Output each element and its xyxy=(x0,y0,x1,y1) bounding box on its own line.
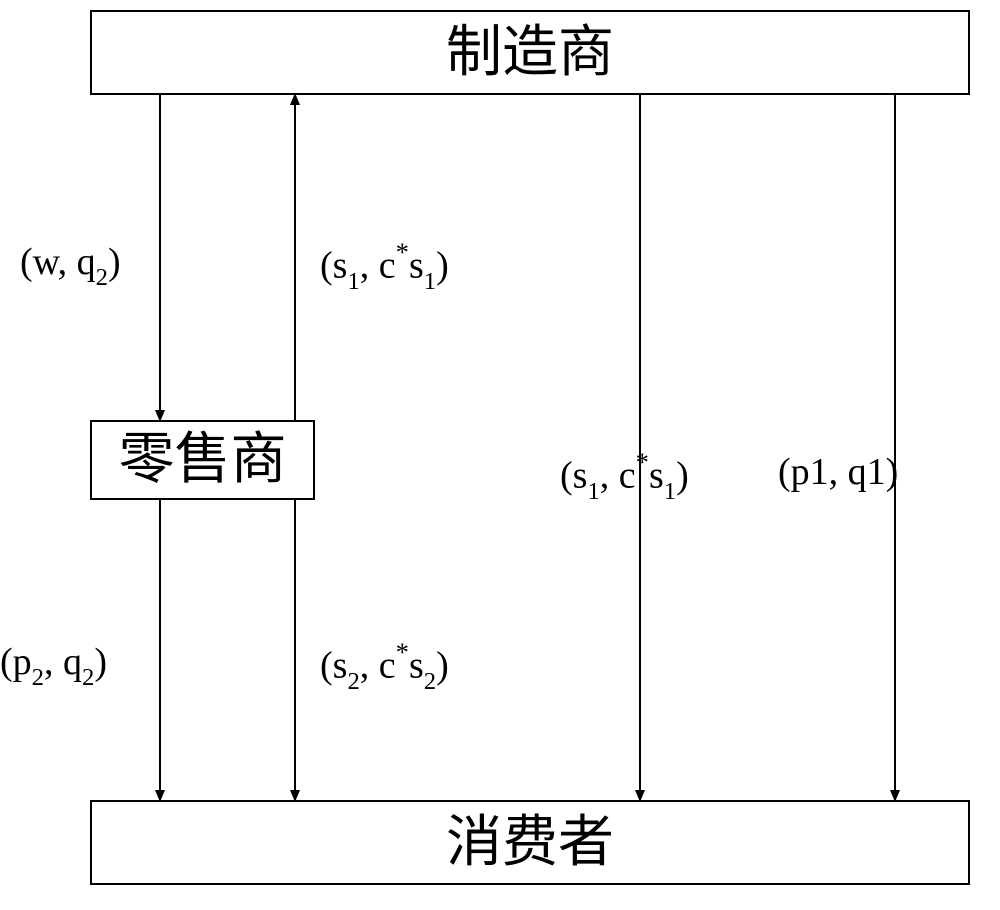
retailer-label: 零售商 xyxy=(119,432,287,488)
edge-label: (w, q2) xyxy=(20,240,121,290)
edge-label: (p2, q2) xyxy=(0,640,107,690)
consumer-node: 消费者 xyxy=(90,800,970,885)
manufacturer-label: 制造商 xyxy=(446,25,614,81)
edge-label: (s2, c*s2) xyxy=(320,640,449,693)
retailer-node: 零售商 xyxy=(90,420,315,500)
edge-label: (p1, q1) xyxy=(778,450,898,494)
consumer-label: 消费者 xyxy=(446,815,614,871)
manufacturer-node: 制造商 xyxy=(90,10,970,95)
edge-label: (s1, c*s1) xyxy=(560,450,689,503)
edge-label: (s1, c*s1) xyxy=(320,240,449,293)
